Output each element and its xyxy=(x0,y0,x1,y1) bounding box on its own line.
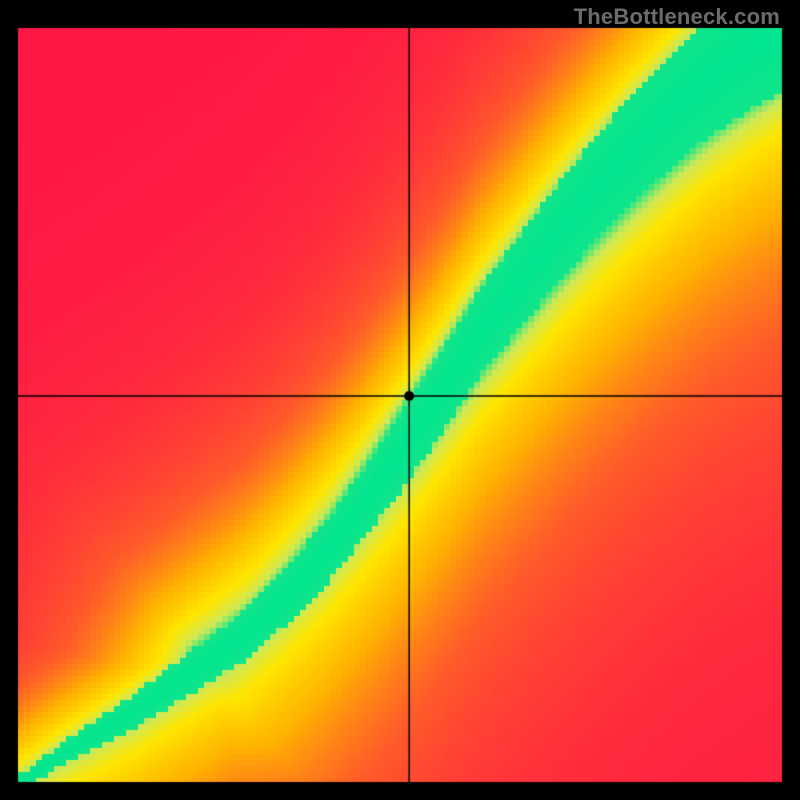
bottleneck-heatmap xyxy=(0,0,800,800)
watermark-text: TheBottleneck.com xyxy=(574,4,780,30)
